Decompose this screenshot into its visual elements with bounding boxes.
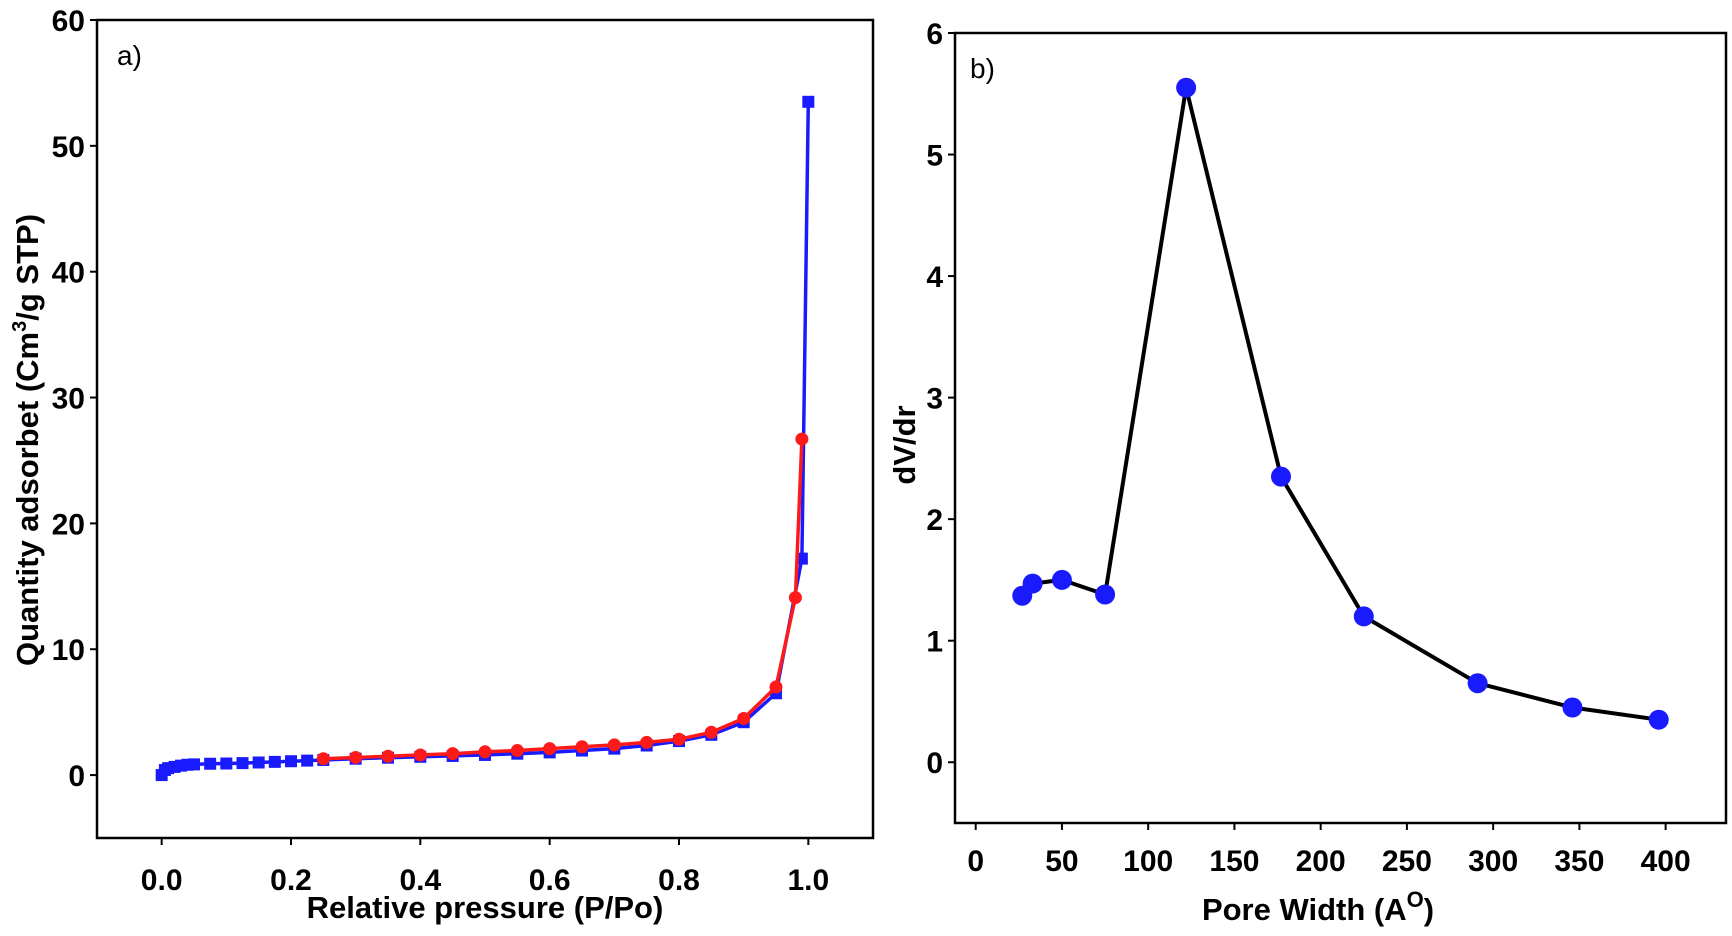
series-2-point	[446, 747, 460, 761]
panel-a-x-ticks: 0.0 0.2 0.4 0.6 0.8 1.0	[141, 838, 829, 897]
panel-a-isotherm: a) Relative pressure (P/Po) Quantity ads…	[9, 5, 875, 925]
series-2-point	[704, 725, 718, 739]
series-1-point	[285, 755, 297, 768]
series-1-point	[1051, 569, 1072, 590]
y-tick-label: 0	[926, 747, 943, 780]
series-2-line	[323, 439, 804, 761]
x-tick-label: 150	[1209, 845, 1259, 878]
y-tick-label: 2	[926, 504, 943, 537]
x-tick-label: 0.2	[270, 864, 312, 897]
y-tick-label: 6	[926, 18, 943, 51]
y-tick-label: 60	[52, 5, 85, 38]
series-1-point	[1095, 584, 1116, 605]
series-1-point	[802, 95, 815, 108]
series-1-line	[1020, 85, 1659, 722]
series-2-point	[737, 711, 751, 725]
series-2-point	[349, 750, 363, 764]
panel-b-y-ticks: 0 1 2 3 4 5 6	[926, 18, 955, 780]
series-2-point	[769, 680, 783, 694]
panel-b-frame	[953, 31, 1728, 825]
panel-a-y-axis-label: Quantity adsorbet (Cm3/g STP)	[9, 214, 45, 666]
series-2-point	[413, 748, 427, 762]
series-2-point	[640, 735, 654, 749]
series-1-point	[1467, 673, 1488, 694]
x-tick-label: 0.6	[529, 864, 571, 897]
series-2-point	[316, 752, 330, 766]
series-2-point	[672, 732, 686, 746]
x-tick-label: 250	[1382, 845, 1432, 878]
panel-b-x-ticks: 0 50 100 150 200 250 300 350 400	[967, 823, 1691, 878]
series-1-point	[301, 754, 314, 767]
series-2-point	[478, 745, 492, 759]
series-2-point	[788, 591, 802, 605]
x-tick-label: 0.8	[658, 864, 700, 897]
series-2-point	[795, 432, 809, 446]
panel-a-y-ticks: 0 10 20 30 40 50 60	[52, 5, 97, 793]
x-tick-label: 1.0	[787, 864, 829, 897]
series-1-line	[160, 101, 811, 777]
x-tick-label: 0.4	[399, 864, 441, 897]
panel-b-x-axis-label: Pore Width (AO)	[1202, 887, 1434, 927]
series-2-point	[510, 744, 524, 758]
series-2-point	[543, 742, 557, 756]
panel-a-series	[155, 95, 815, 782]
x-tick-label: 200	[1296, 845, 1346, 878]
series-1-point	[1022, 573, 1043, 594]
series-1-point	[204, 757, 217, 770]
panel-b-y-axis-label: dV/dr	[887, 405, 922, 484]
series-1-point	[1176, 77, 1197, 98]
y-tick-label: 20	[52, 508, 85, 541]
y-tick-label: 50	[52, 131, 85, 164]
y-tick-label: 3	[926, 383, 943, 416]
y-tick-label: 30	[52, 383, 85, 416]
x-tick-label: 0.0	[141, 864, 183, 897]
series-1-point	[236, 757, 249, 770]
panel-a-x-axis-label: Relative pressure (P/Po)	[307, 890, 664, 925]
x-tick-label: 0	[967, 845, 984, 878]
series-2-point	[607, 738, 621, 752]
panel-b-label: b)	[970, 53, 995, 84]
y-tick-label: 1	[926, 626, 943, 659]
series-1-point	[1353, 606, 1374, 627]
y-tick-label: 0	[68, 760, 85, 793]
panel-b-pore-distribution: b) Pore Width (AO) dV/dr 0 50 100 150 200 250…	[887, 18, 1728, 927]
series-2-point	[575, 740, 589, 754]
x-tick-label: 300	[1468, 845, 1518, 878]
series-1-point	[1562, 697, 1583, 718]
series-1-point	[220, 757, 233, 770]
series-1-point	[252, 756, 265, 769]
series-2-point	[381, 749, 395, 763]
panel-b-series	[1012, 77, 1669, 730]
y-tick-label: 10	[52, 634, 85, 667]
x-tick-label: 100	[1123, 845, 1173, 878]
panel-a-label: a)	[117, 40, 142, 71]
y-tick-label: 4	[926, 261, 943, 294]
series-1-point	[188, 758, 200, 771]
x-tick-label: 50	[1045, 845, 1078, 878]
x-tick-label: 350	[1554, 845, 1604, 878]
series-1-point	[268, 755, 281, 768]
series-1-point	[1270, 466, 1291, 487]
y-tick-label: 5	[926, 140, 943, 173]
y-tick-label: 40	[52, 257, 85, 290]
x-tick-label: 400	[1641, 845, 1691, 878]
series-1-point	[1648, 709, 1669, 730]
panel-a-frame	[95, 18, 875, 840]
